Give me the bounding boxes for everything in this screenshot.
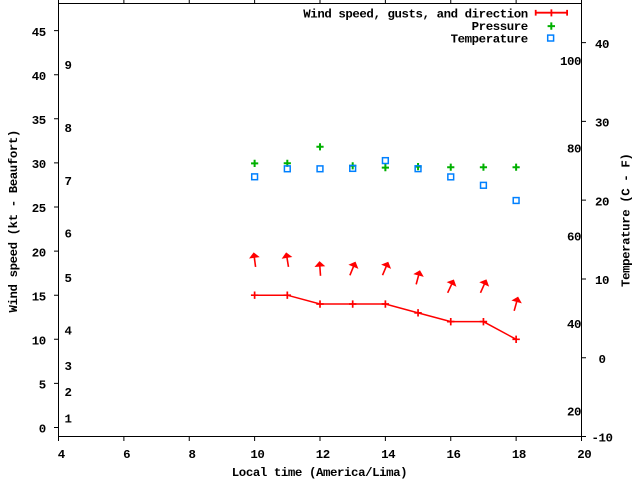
svg-text:Wind speed (kt - Beaufort): Wind speed (kt - Beaufort) xyxy=(7,130,21,312)
svg-text:80: 80 xyxy=(567,143,581,157)
svg-text:Wind speed, gusts, and directi: Wind speed, gusts, and direction xyxy=(303,8,528,22)
svg-text:16: 16 xyxy=(447,448,461,462)
svg-text:30: 30 xyxy=(32,158,46,172)
svg-text:Pressure: Pressure xyxy=(472,20,528,34)
svg-text:12: 12 xyxy=(316,448,330,462)
svg-text:18: 18 xyxy=(512,448,526,462)
svg-text:6: 6 xyxy=(64,228,71,242)
svg-text:100: 100 xyxy=(560,55,581,69)
svg-text:20: 20 xyxy=(577,448,591,462)
svg-text:40: 40 xyxy=(595,38,609,52)
svg-text:60: 60 xyxy=(567,230,581,244)
svg-text:8: 8 xyxy=(189,448,196,462)
svg-text:2: 2 xyxy=(64,386,71,400)
svg-text:7: 7 xyxy=(64,175,71,189)
svg-text:14: 14 xyxy=(381,448,396,462)
svg-text:10: 10 xyxy=(250,448,264,462)
svg-text:30: 30 xyxy=(595,117,609,131)
svg-text:4: 4 xyxy=(64,325,72,339)
svg-text:4: 4 xyxy=(58,448,66,462)
svg-text:6: 6 xyxy=(123,448,130,462)
svg-text:1: 1 xyxy=(64,412,71,426)
svg-text:9: 9 xyxy=(64,59,71,73)
svg-text:8: 8 xyxy=(64,122,71,136)
svg-text:10: 10 xyxy=(595,274,609,288)
svg-text:0: 0 xyxy=(39,423,46,437)
svg-text:5: 5 xyxy=(64,272,71,286)
svg-text:15: 15 xyxy=(32,290,46,304)
svg-text:45: 45 xyxy=(32,26,46,40)
svg-text:0: 0 xyxy=(598,353,605,367)
svg-text:Temperature (C - F): Temperature (C - F) xyxy=(620,154,634,287)
svg-text:20: 20 xyxy=(595,195,609,209)
svg-text:Temperature: Temperature xyxy=(451,33,528,47)
svg-text:40: 40 xyxy=(567,318,581,332)
svg-text:20: 20 xyxy=(32,246,46,260)
svg-text:5: 5 xyxy=(39,379,46,393)
svg-text:40: 40 xyxy=(32,70,46,84)
svg-text:25: 25 xyxy=(32,202,46,216)
svg-text:20: 20 xyxy=(567,405,581,419)
svg-text:-10: -10 xyxy=(591,432,612,446)
svg-text:Local time (America/Lima): Local time (America/Lima) xyxy=(232,466,407,480)
svg-text:35: 35 xyxy=(32,114,46,128)
svg-text:3: 3 xyxy=(64,360,71,374)
svg-text:10: 10 xyxy=(32,335,46,349)
